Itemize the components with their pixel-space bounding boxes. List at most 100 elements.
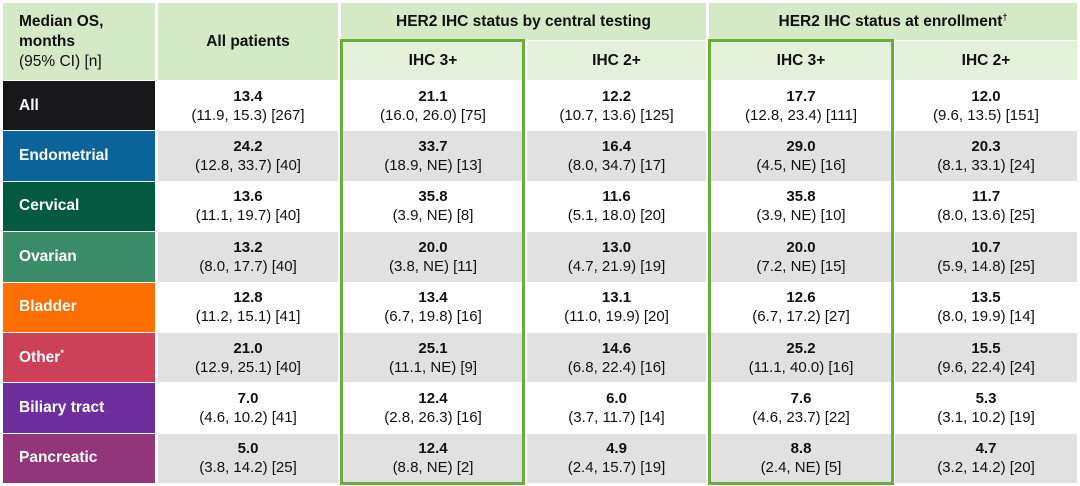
ci-n-value: (16.0, 26.0) [75] <box>380 106 486 124</box>
ci-n-value: (4.6, 10.2) [41] <box>199 409 297 427</box>
median-value: 6.0 <box>606 390 627 408</box>
subheader-enrollment-ihc3: IHC 3+ <box>709 41 893 80</box>
median-value: 33.7 <box>418 138 448 156</box>
median-value: 10.7 <box>971 238 1001 256</box>
median-value: 29.0 <box>786 138 816 156</box>
ci-n-value: (18.9, NE) [13] <box>384 157 482 175</box>
ci-n-value: (12.8, 33.7) [40] <box>195 157 301 175</box>
table-cell: 21.1 (16.0, 26.0) [75] <box>341 81 525 131</box>
central-testing-header: HER2 IHC status by central testing <box>341 3 706 40</box>
median-value: 5.3 <box>975 390 997 408</box>
ci-n-value: (11.9, 15.3) [267] <box>191 106 305 124</box>
enrollment-header: HER2 IHC status at enrollment† <box>709 3 1077 40</box>
table-cell: 4.7 (3.2, 14.2) [20] <box>895 433 1077 484</box>
median-value: 25.1 <box>418 339 448 357</box>
ci-n-value: (3.9, NE) [10] <box>756 207 846 225</box>
median-value: 13.5 <box>971 289 1001 307</box>
median-value: 16.4 <box>601 138 632 156</box>
row-label-bladder: Bladder <box>3 282 155 332</box>
ci-n-value: (6.7, 17.2) [27] <box>752 308 850 326</box>
ci-n-value: (4.5, NE) [16] <box>756 157 846 175</box>
median-value: 12.0 <box>971 87 1001 105</box>
median-value: 21.1 <box>418 87 448 105</box>
table-cell: 15.5 (9.6, 22.4) [24] <box>895 333 1077 383</box>
ci-n-value: (4.7, 21.9) [19] <box>567 257 666 275</box>
median-value: 11.7 <box>971 188 1001 206</box>
ci-n-value: (4.6, 23.7) [22] <box>752 409 850 427</box>
ci-n-value: (5.1, 18.0) [20] <box>567 207 666 225</box>
median-value: 20.0 <box>418 238 448 256</box>
median-value: 20.3 <box>971 138 1001 156</box>
ci-n-value: (3.1, 10.2) [19] <box>937 409 1035 427</box>
ci-n-value: (3.8, 14.2) [25] <box>199 459 297 477</box>
table-cell: 13.4 (6.7, 19.8) [16] <box>341 282 525 332</box>
ci-n-value: (11.1, 19.7) [40] <box>195 207 301 225</box>
table-cell: 20.0 (7.2, NE) [15] <box>709 232 893 282</box>
ci-n-value: (12.9, 25.1) [40] <box>195 358 301 376</box>
ci-n-value: (11.1, NE) [9] <box>388 358 478 376</box>
table-cell: 14.6 (6.8, 22.4) [16] <box>527 333 706 383</box>
ci-n-value: (6.7, 19.8) [16] <box>384 308 482 326</box>
median-value: 12.4 <box>418 440 448 458</box>
subheader-central-ihc2: IHC 2+ <box>527 41 706 80</box>
table-cell: 7.0 (4.6, 10.2) [41] <box>158 383 338 433</box>
enrollment-label: HER2 IHC status at enrollment† <box>778 11 1008 31</box>
table-cell: 13.5 (8.0, 19.9) [14] <box>895 282 1077 332</box>
table-cell: 12.4 (2.8, 26.3) [16] <box>341 383 525 433</box>
table-cell: 35.8 (3.9, NE) [10] <box>709 181 893 232</box>
ci-n-value: (3.7, 11.7) [14] <box>568 409 665 427</box>
table-cell: 17.7 (12.8, 23.4) [111] <box>709 81 893 131</box>
table-cell: 7.6 (4.6, 23.7) [22] <box>709 383 893 433</box>
median-value: 7.6 <box>790 390 812 408</box>
table-cell: 24.2 (12.8, 33.7) [40] <box>158 131 338 181</box>
row-label-other: Other* <box>3 333 155 383</box>
table-cell: 33.7 (18.9, NE) [13] <box>341 131 525 181</box>
median-value: 4.7 <box>975 440 997 458</box>
ci-n-value: (3.9, NE) [8] <box>392 207 474 225</box>
median-value: 15.5 <box>971 339 1001 357</box>
median-value: 13.0 <box>601 238 632 256</box>
median-value: 13.4 <box>233 87 263 105</box>
median-value: 24.2 <box>233 138 263 156</box>
ci-n-value: (12.8, 23.4) [111] <box>744 106 858 124</box>
row-label-all: All <box>3 81 155 131</box>
median-value: 5.0 <box>237 440 259 458</box>
table-cell: 25.2 (11.1, 40.0) [16] <box>709 333 893 383</box>
table-cell: 10.7 (5.9, 14.8) [25] <box>895 232 1077 282</box>
ci-n-value: (5.9, 14.8) [25] <box>937 257 1035 275</box>
row-label-ovarian: Ovarian <box>3 232 155 282</box>
table-cell: 20.3 (8.1, 33.1) [24] <box>895 131 1077 181</box>
table-cell: 12.2 (10.7, 13.6) [125] <box>527 81 706 131</box>
median-value: 7.0 <box>237 390 259 408</box>
table-cell: 11.6 (5.1, 18.0) [20] <box>527 181 706 232</box>
table-cell: 21.0 (12.9, 25.1) [40] <box>158 333 338 383</box>
median-value: 12.4 <box>418 390 448 408</box>
subheader-central-ihc3: IHC 3+ <box>341 41 525 80</box>
ci-n-value: (10.7, 13.6) [125] <box>559 106 674 124</box>
table-cell: 25.1 (11.1, NE) [9] <box>341 333 525 383</box>
table-cell: 13.6 (11.1, 19.7) [40] <box>158 181 338 232</box>
median-value: 12.8 <box>233 289 263 307</box>
table-cell: 13.2 (8.0, 17.7) [40] <box>158 232 338 282</box>
table-cell: 29.0 (4.5, NE) [16] <box>709 131 893 181</box>
ci-n-value: (2.4, 15.7) [19] <box>567 459 666 477</box>
ci-n-value: (6.8, 22.4) [16] <box>567 358 666 376</box>
ci-n-value: (8.0, 17.7) [40] <box>199 257 297 275</box>
table-cell: 16.4 (8.0, 34.7) [17] <box>527 131 706 181</box>
median-value: 14.6 <box>601 339 632 357</box>
median-value: 35.8 <box>418 188 448 206</box>
ci-n-value: (8.0, 19.9) [14] <box>937 308 1035 326</box>
table-cell: 12.4 (8.8, NE) [2] <box>341 433 525 484</box>
median-value: 8.8 <box>790 440 812 458</box>
ci-n-value: (8.0, 34.7) [17] <box>567 157 666 175</box>
median-value: 13.1 <box>601 289 632 307</box>
median-value: 13.2 <box>233 238 263 256</box>
ci-n-value: (8.8, NE) [2] <box>392 459 474 477</box>
table-cell: 5.0 (3.8, 14.2) [25] <box>158 433 338 484</box>
median-value: 17.7 <box>786 87 816 105</box>
ci-n-value: (2.4, NE) [5] <box>760 459 842 477</box>
median-value: 13.4 <box>418 289 448 307</box>
table-cell: 4.9 (2.4, 15.7) [19] <box>527 433 706 484</box>
ci-n-value: (3.2, 14.2) [20] <box>937 459 1035 477</box>
table-cell: 8.8 (2.4, NE) [5] <box>709 433 893 484</box>
